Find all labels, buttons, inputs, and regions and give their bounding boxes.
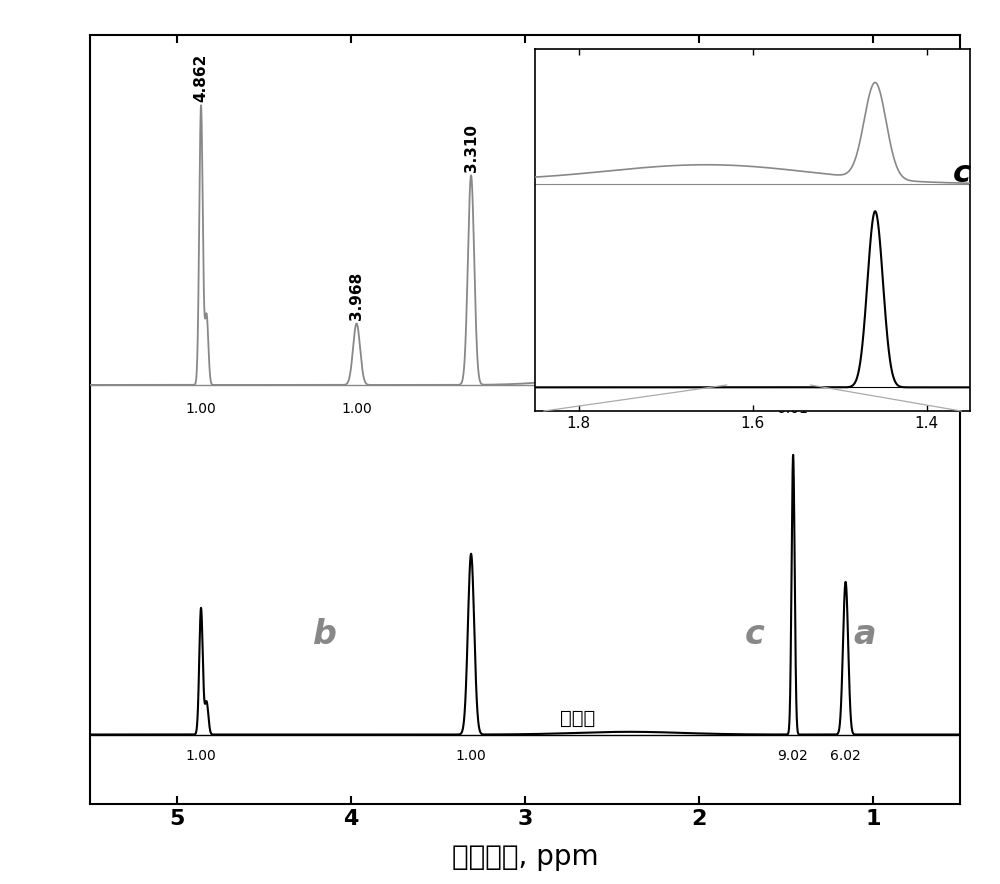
Text: 1.462: 1.462 bbox=[785, 245, 800, 293]
Text: 3.310: 3.310 bbox=[464, 124, 479, 171]
Text: 6.02: 6.02 bbox=[830, 749, 861, 763]
Text: c: c bbox=[745, 618, 765, 651]
Text: 6.01: 6.01 bbox=[777, 402, 808, 416]
Text: 1.158: 1.158 bbox=[838, 196, 853, 244]
Bar bbox=[783, 350, 803, 392]
Text: c: c bbox=[953, 159, 971, 188]
Text: 4.862: 4.862 bbox=[194, 53, 209, 102]
Text: 1.00: 1.00 bbox=[456, 749, 486, 763]
Text: 9.02: 9.02 bbox=[777, 749, 808, 763]
Text: 1.00: 1.00 bbox=[341, 402, 372, 416]
Text: 1.00: 1.00 bbox=[186, 402, 216, 416]
Text: 1.00: 1.00 bbox=[186, 749, 216, 763]
Text: b: b bbox=[313, 618, 337, 651]
Text: a: a bbox=[853, 618, 876, 651]
X-axis label: 化学位移, ppm: 化学位移, ppm bbox=[452, 843, 598, 872]
Text: 水解后: 水解后 bbox=[560, 709, 595, 728]
Text: 水解前: 水解前 bbox=[560, 359, 595, 378]
Text: 3.968: 3.968 bbox=[349, 271, 364, 320]
